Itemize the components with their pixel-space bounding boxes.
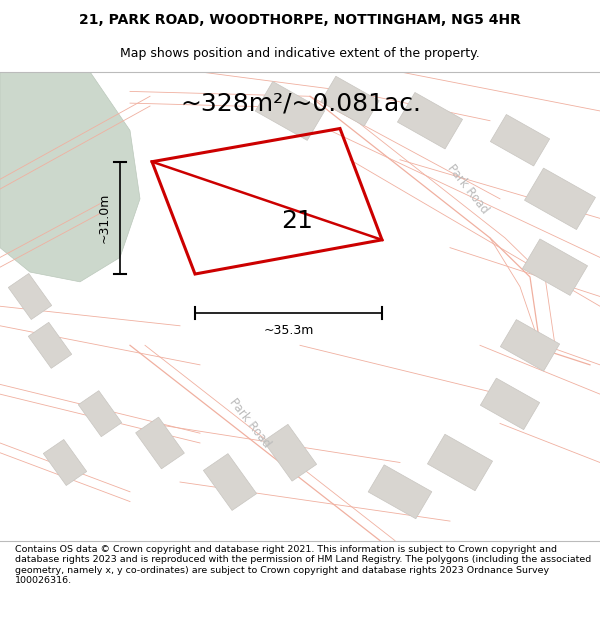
Polygon shape	[368, 465, 432, 519]
Polygon shape	[255, 81, 325, 141]
Polygon shape	[481, 378, 539, 429]
Text: 21, PARK ROAD, WOODTHORPE, NOTTINGHAM, NG5 4HR: 21, PARK ROAD, WOODTHORPE, NOTTINGHAM, N…	[79, 13, 521, 27]
Polygon shape	[136, 417, 184, 469]
Polygon shape	[43, 439, 87, 486]
Text: ~328m²/~0.081ac.: ~328m²/~0.081ac.	[180, 91, 421, 115]
Text: Park Road: Park Road	[227, 396, 273, 451]
Polygon shape	[28, 322, 72, 368]
Polygon shape	[203, 454, 257, 511]
Text: ~35.3m: ~35.3m	[263, 324, 314, 337]
Polygon shape	[0, 72, 140, 282]
Polygon shape	[500, 319, 560, 371]
Text: Park Road: Park Road	[445, 162, 491, 216]
Polygon shape	[427, 434, 493, 491]
Polygon shape	[524, 168, 595, 229]
Polygon shape	[490, 114, 550, 166]
Polygon shape	[397, 92, 463, 149]
Text: Contains OS data © Crown copyright and database right 2021. This information is : Contains OS data © Crown copyright and d…	[15, 545, 591, 585]
Text: Map shows position and indicative extent of the property.: Map shows position and indicative extent…	[120, 48, 480, 61]
Text: ~31.0m: ~31.0m	[97, 192, 110, 243]
Polygon shape	[321, 76, 379, 126]
Polygon shape	[523, 239, 587, 296]
Polygon shape	[8, 274, 52, 319]
Text: 21: 21	[281, 209, 313, 232]
Polygon shape	[263, 424, 317, 481]
Polygon shape	[78, 391, 122, 437]
